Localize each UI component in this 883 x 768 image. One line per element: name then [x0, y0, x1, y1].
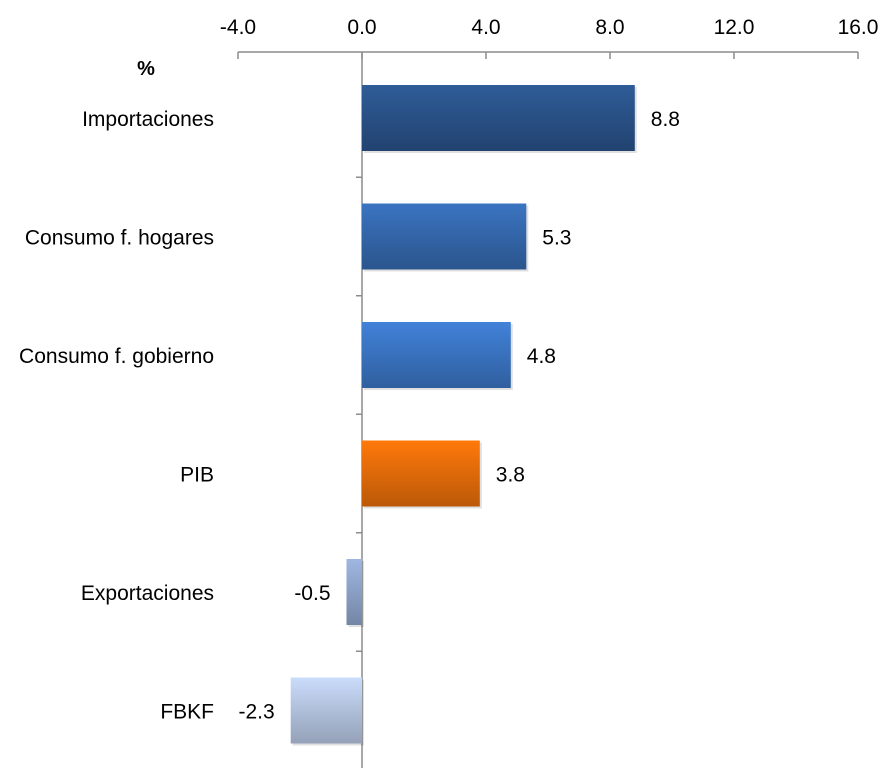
x-tick-label: 0.0	[347, 16, 376, 39]
x-tick-label: -4.0	[220, 16, 256, 39]
category-label: Importaciones	[82, 108, 214, 131]
x-tick-label: 12.0	[714, 16, 755, 39]
data-label: -2.3	[239, 701, 275, 724]
bar	[362, 203, 527, 270]
bar	[362, 440, 480, 507]
bar	[290, 677, 362, 744]
x-tick-label: 4.0	[471, 16, 500, 39]
category-label: Exportaciones	[81, 582, 214, 605]
bar	[346, 559, 362, 625]
x-tick-label: 16.0	[838, 16, 879, 39]
category-label: Consumo f. hogares	[25, 227, 214, 250]
data-label: 4.8	[527, 345, 556, 368]
bars	[290, 85, 637, 746]
labels: Importaciones 8.8 Consumo f. hogares 5.3 Con…	[19, 108, 680, 724]
data-label: 3.8	[496, 464, 525, 487]
bar	[362, 322, 511, 388]
data-label: 8.8	[651, 108, 680, 131]
category-label: PIB	[180, 464, 214, 487]
data-label: 5.3	[542, 227, 571, 250]
bar	[362, 85, 635, 151]
category-label: Consumo f. gobierno	[19, 345, 214, 368]
category-label: FBKF	[160, 701, 214, 724]
data-label: -0.5	[294, 582, 330, 605]
unit-label: %	[137, 58, 155, 80]
x-axis: -4.0 0.0 4.0 8.0 12.0 16.0	[220, 16, 879, 768]
x-tick-label: 8.0	[595, 16, 624, 39]
